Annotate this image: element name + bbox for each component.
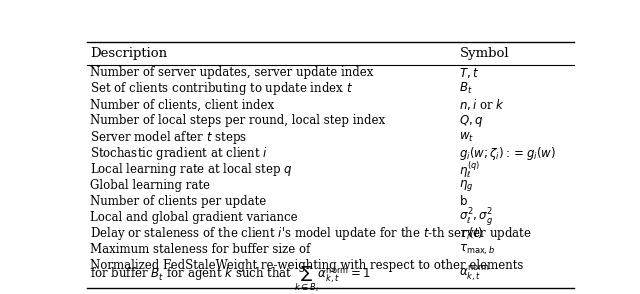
Text: Number of clients per update: Number of clients per update <box>90 195 266 208</box>
Text: $\alpha_{k,t}^{\mathrm{norm}}$: $\alpha_{k,t}^{\mathrm{norm}}$ <box>460 263 491 283</box>
Text: Number of local steps per round, local step index: Number of local steps per round, local s… <box>90 114 385 128</box>
Text: $T, t$: $T, t$ <box>460 66 479 80</box>
Text: $\mathrm{b}$: $\mathrm{b}$ <box>460 194 468 208</box>
Text: Normalized FedStaleWeight re-weighting with respect to other elements: Normalized FedStaleWeight re-weighting w… <box>90 259 524 272</box>
Text: Symbol: Symbol <box>460 47 509 60</box>
Text: $w_t$: $w_t$ <box>460 131 474 143</box>
Text: $n, i$ or $k$: $n, i$ or $k$ <box>460 97 506 112</box>
Text: $\tau_{\mathrm{max},b}$: $\tau_{\mathrm{max},b}$ <box>460 242 495 257</box>
Text: Local and global gradient variance: Local and global gradient variance <box>90 211 298 224</box>
Text: Number of clients, client index: Number of clients, client index <box>90 98 274 111</box>
Text: Description: Description <box>90 47 167 60</box>
Text: Local learning rate at local step $q$: Local learning rate at local step $q$ <box>90 161 292 178</box>
Text: Stochastic gradient at client $i$: Stochastic gradient at client $i$ <box>90 145 268 162</box>
Text: Delay or staleness of the client $i$'s model update for the $t$-th server update: Delay or staleness of the client $i$'s m… <box>90 225 532 242</box>
Text: Set of clients contributing to update index $t$: Set of clients contributing to update in… <box>90 80 353 97</box>
Text: $\eta_g$: $\eta_g$ <box>460 178 474 193</box>
Text: $\eta_\ell^{(q)}$: $\eta_\ell^{(q)}$ <box>460 159 481 180</box>
Text: $B_t$: $B_t$ <box>460 81 473 96</box>
Text: Server model after $t$ steps: Server model after $t$ steps <box>90 128 247 146</box>
Text: Maximum staleness for buffer size of: Maximum staleness for buffer size of <box>90 243 310 256</box>
Text: Number of server updates, server update index: Number of server updates, server update … <box>90 66 373 79</box>
Text: $\sigma_\ell^2, \sigma_g^2$: $\sigma_\ell^2, \sigma_g^2$ <box>460 206 493 228</box>
Text: $\tau_i(t)$: $\tau_i(t)$ <box>460 225 484 242</box>
Text: $g_i(w; \zeta_i) := g_i(w)$: $g_i(w; \zeta_i) := g_i(w)$ <box>460 145 556 162</box>
Text: Global learning rate: Global learning rate <box>90 179 210 192</box>
Text: $Q, q$: $Q, q$ <box>460 113 484 129</box>
Text: for buffer $B_t$ for agent $k$ such that $\sum_{k \in B_t} \alpha_{k,t}^{\mathrm: for buffer $B_t$ for agent $k$ such that… <box>90 264 371 294</box>
